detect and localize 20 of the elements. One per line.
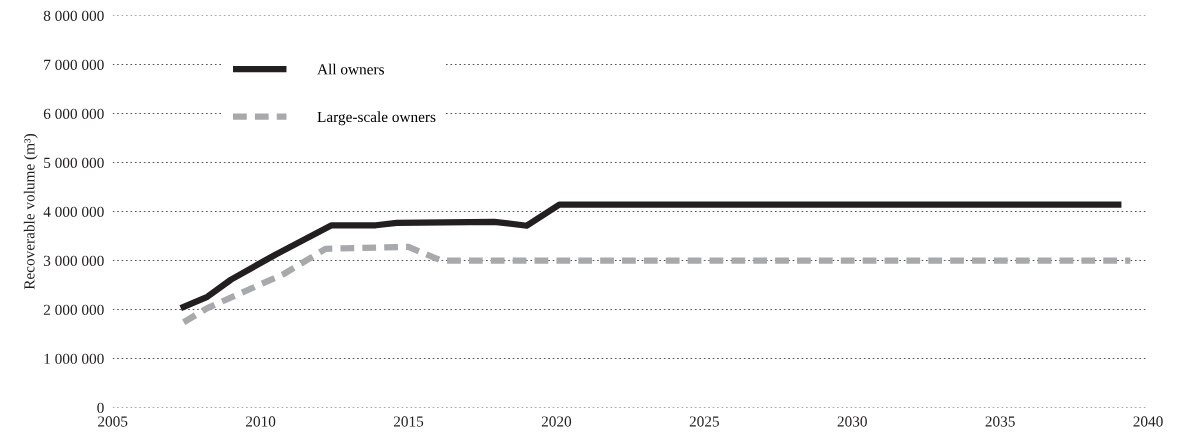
x-tick-label: 2035 — [985, 416, 1015, 427]
y-tick-label: 7 000 000 — [44, 59, 104, 70]
y-tick-label: 4 000 000 — [43, 206, 104, 217]
y-tick-label: 8 000 000 — [43, 10, 104, 21]
x-tick-label: 2010 — [245, 416, 276, 427]
x-tick-label: 2025 — [689, 416, 719, 427]
y-tick-label: 0 — [97, 402, 104, 414]
x-tick-label: 2040 — [1133, 416, 1163, 427]
x-tick-label: 2030 — [837, 416, 867, 427]
legend-label: Large-scale owners — [317, 111, 436, 126]
legend-label: All owners — [317, 63, 384, 75]
y-tick-label: 1 000 000 — [44, 353, 104, 364]
y-tick-label: 5 000 000 — [44, 157, 104, 168]
y-tick-label: 2 000 000 — [43, 304, 104, 315]
x-tick-label: 2020 — [541, 416, 572, 427]
y-tick-label: 6 000 000 — [43, 108, 104, 119]
x-tick-label: 2015 — [393, 416, 424, 427]
x-tick-label: 2005 — [98, 416, 128, 427]
y-tick-label: 3 000 000 — [43, 255, 104, 266]
y-axis-title: Recoverable volume (m³) — [23, 133, 38, 290]
